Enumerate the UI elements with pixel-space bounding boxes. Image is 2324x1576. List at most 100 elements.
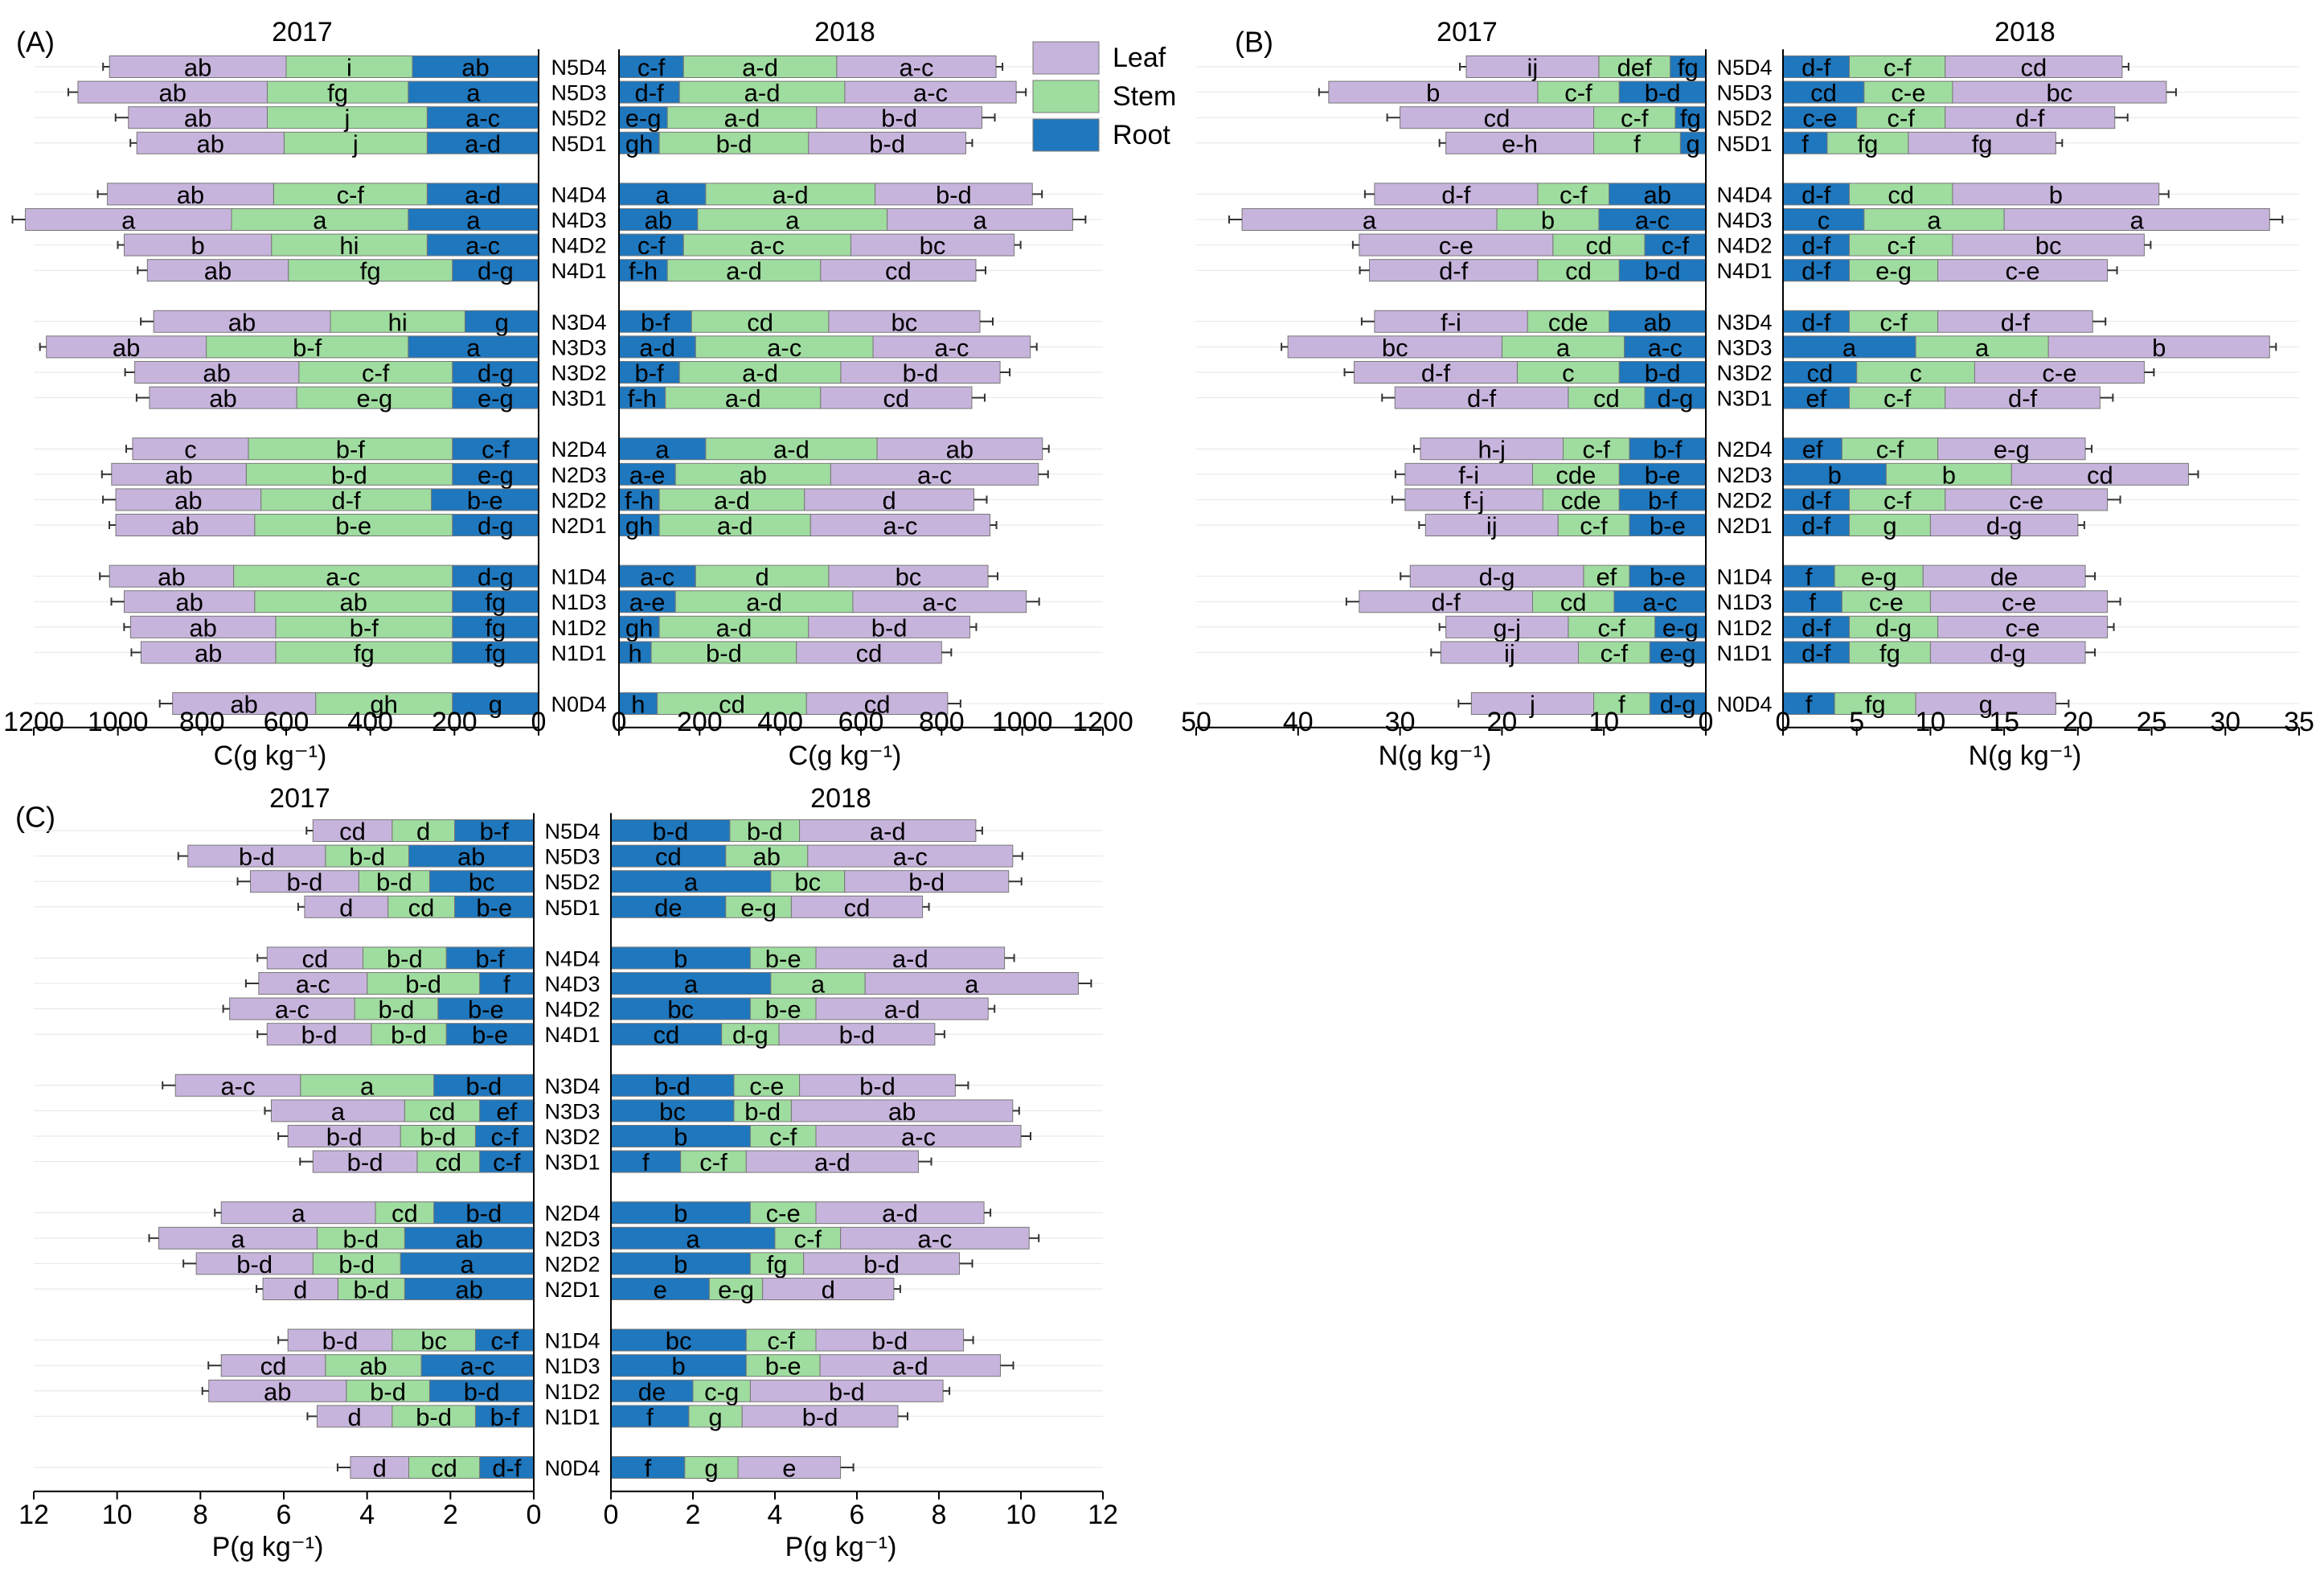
bar-label: d-f	[1421, 359, 1451, 388]
bar-label: d-g	[1875, 614, 1912, 642]
bar-label: a-c	[326, 563, 360, 591]
bar-leaf	[1354, 361, 1518, 384]
bar-root	[618, 335, 696, 359]
bar-label: bc	[659, 1098, 686, 1126]
bar-label: cde	[1561, 486, 1601, 515]
bar-stem	[1557, 514, 1630, 536]
bar-stem	[674, 590, 854, 614]
bar-label: b-d	[376, 868, 412, 897]
bar-leaf	[266, 1023, 372, 1046]
bar-label: f	[1618, 691, 1625, 719]
bar-leaf	[229, 997, 355, 1020]
category-label: N4D3	[1716, 208, 1772, 232]
tick-label-left: 4	[359, 1500, 375, 1530]
tick-label-left: 200	[432, 707, 478, 737]
bar-label: c-e	[749, 1072, 784, 1100]
bar-stem	[245, 462, 453, 486]
bar-label: g	[1883, 512, 1896, 540]
bar-stem	[680, 1150, 747, 1173]
tick-label-right: 2	[686, 1500, 701, 1530]
bar-label: b-d	[236, 1250, 273, 1278]
bar-label: b	[191, 232, 204, 260]
bar-label: c-f	[490, 1123, 518, 1151]
bar-label: a-d	[814, 1148, 850, 1176]
bar-leaf	[1915, 692, 2056, 715]
bar-label: ab	[888, 1098, 916, 1126]
bar-root	[452, 641, 539, 664]
category-label: N2D4	[1716, 437, 1772, 462]
category-label: N1D2	[551, 616, 606, 640]
bar-root	[464, 310, 539, 333]
bar-label: e-g	[1662, 614, 1699, 642]
bar-stem	[1841, 437, 1939, 461]
bar-leaf	[1937, 437, 2086, 461]
year-label-right: 2018	[1994, 17, 2056, 47]
bar-label: f	[645, 1455, 652, 1483]
bar-root	[618, 514, 660, 536]
bar-label: fg	[327, 79, 348, 107]
bar-label: a-c	[640, 563, 674, 591]
bar-leaf	[807, 844, 1014, 868]
category-label: N3D1	[544, 1151, 600, 1175]
bar-leaf	[1945, 386, 2101, 409]
bar-stem	[1583, 564, 1630, 588]
bar-root	[426, 183, 539, 206]
bar-leaf	[1409, 564, 1584, 588]
bar-label: g	[489, 691, 502, 719]
bar-label: c-f	[482, 436, 510, 464]
bar-label: d-f	[1801, 257, 1831, 285]
bar-label: ab	[264, 1377, 291, 1406]
bar-label: fg	[1972, 129, 1993, 158]
bar-label: cd	[885, 257, 912, 285]
bar-leaf	[1394, 386, 1569, 409]
bar-label: cd	[435, 1148, 461, 1176]
bar-leaf	[1359, 233, 1554, 257]
bar-label: gh	[625, 512, 653, 540]
x-axis-title-left: C(g kg⁻¹)	[214, 741, 327, 771]
bar-label: ab	[165, 461, 192, 489]
bar-label: a-c	[913, 79, 948, 107]
category-label: N5D4	[1716, 55, 1772, 80]
bar-leaf	[1470, 692, 1595, 715]
bar-label: bc	[2035, 232, 2062, 260]
bar-stem	[658, 131, 810, 154]
bar-leaf	[828, 564, 989, 588]
bar-stem	[688, 1405, 743, 1428]
bar-stem	[1578, 641, 1650, 664]
bar-label: a-c	[767, 334, 801, 362]
bar-label: a-d	[465, 129, 501, 158]
year-label-left: 2017	[1437, 17, 1498, 47]
bar-label: b-e	[765, 945, 801, 973]
year-label-left: 2017	[272, 17, 333, 47]
bar-root	[610, 1252, 751, 1275]
bar-stem	[745, 1328, 817, 1352]
x-axis-title-left: P(g kg⁻¹)	[212, 1532, 324, 1562]
bar-stem	[1856, 361, 1975, 384]
bar-stem	[1552, 233, 1646, 257]
bar-label: e-g	[718, 1276, 754, 1304]
x-axis-title-right: C(g kg⁻¹)	[789, 741, 902, 771]
bar-label: f	[642, 1148, 650, 1176]
bar-stem	[254, 514, 453, 536]
bar-label: d-g	[478, 257, 514, 285]
bar-label: cd	[2020, 54, 2047, 82]
bar-root	[428, 870, 535, 893]
bar-label: d-f	[2001, 308, 2031, 336]
bar-root	[408, 208, 539, 231]
tick-label-left: 30	[1385, 707, 1416, 737]
bar-leaf	[1929, 514, 2079, 536]
bar-label: ef	[1596, 563, 1617, 591]
bar-label: a	[121, 207, 136, 235]
tick-label-right: 35	[2284, 707, 2314, 737]
bar-label: b-d	[331, 461, 367, 489]
bar-label: a-c	[1635, 207, 1670, 235]
bar-label: a	[460, 1250, 474, 1278]
bar-label: a	[973, 207, 987, 235]
bar-label: a-d	[725, 384, 761, 412]
bar-leaf	[1287, 335, 1502, 359]
bar-label: d-g	[732, 1021, 769, 1049]
bar-label: cd	[653, 1021, 679, 1049]
bar-label: cd	[1806, 359, 1833, 388]
bar-root	[1629, 564, 1707, 588]
bar-stem	[1531, 590, 1615, 614]
